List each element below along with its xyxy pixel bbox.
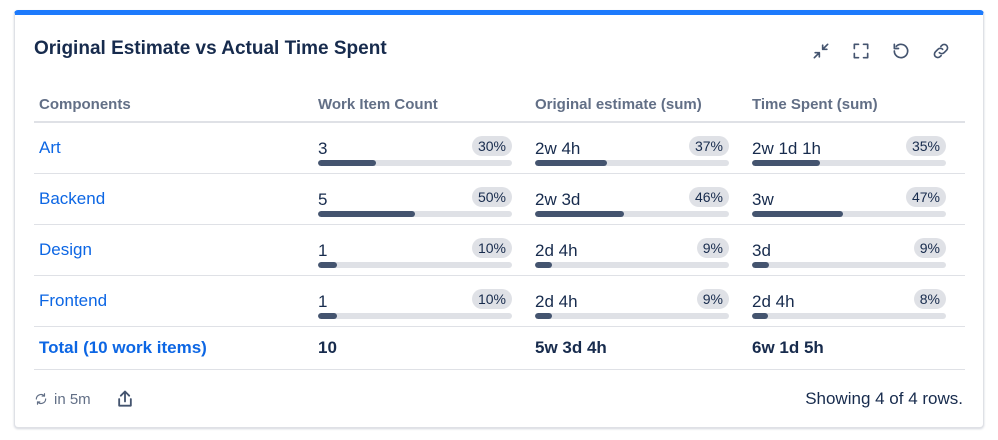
metric-cell: 2d 4h 8% xyxy=(752,281,946,321)
component-link-frontend[interactable]: Frontend xyxy=(39,291,108,310)
column-header-components: Components xyxy=(34,87,313,123)
column-header-original-estimate: Original estimate (sum) xyxy=(530,87,747,123)
metric-cell: 2w 1d 1h 35% xyxy=(752,128,946,168)
progress-fill xyxy=(318,262,338,268)
rows-count-text: Showing 4 of 4 rows. xyxy=(805,389,963,408)
total-link[interactable]: Total (10 work items) xyxy=(39,338,207,357)
metric-value: 2d 4h xyxy=(535,292,578,311)
progress-fill xyxy=(535,211,625,217)
metric-value: 2w 4h xyxy=(535,139,581,158)
metric-cell: 3 30% xyxy=(318,128,512,168)
percent-badge: 9% xyxy=(696,238,729,258)
progress-fill xyxy=(535,160,607,166)
time-tracking-table: Components Work Item Count Original esti… xyxy=(34,87,965,370)
percent-badge: 8% xyxy=(913,289,946,309)
progress-track xyxy=(318,262,512,268)
percent-badge: 37% xyxy=(688,136,729,156)
auto-refresh-icon xyxy=(35,393,47,405)
metric-value: 2w 3d xyxy=(535,190,581,209)
metric-cell: 2d 4h 9% xyxy=(535,281,729,321)
progress-fill xyxy=(318,211,415,217)
progress-track xyxy=(535,313,729,319)
metric-cell: 3d 9% xyxy=(752,230,946,270)
metric-cell: 2w 3d 46% xyxy=(535,179,729,219)
metric-value: 2d 4h xyxy=(752,292,795,311)
column-header-time-spent: Time Spent (sum) xyxy=(747,87,965,123)
percent-badge: 10% xyxy=(471,289,512,309)
metric-value: 3w xyxy=(752,190,774,209)
metric-cell: 1 10% xyxy=(318,281,512,321)
total-work-item-count: 10 xyxy=(318,338,337,357)
progress-fill xyxy=(752,160,820,166)
table-row: Art 3 30% 2w 4h 37% 2w 1d 1h 35% xyxy=(34,122,965,174)
progress-fill xyxy=(535,262,553,268)
total-time-spent: 6w 1d 5h xyxy=(752,338,824,357)
table-row: Frontend 1 10% 2d 4h 9% 2d 4h 8% xyxy=(34,275,965,327)
metric-value: 3d xyxy=(752,241,771,260)
percent-badge: 9% xyxy=(913,238,946,258)
metric-value: 5 xyxy=(318,190,328,209)
metric-value: 2d 4h xyxy=(535,241,578,260)
progress-fill xyxy=(318,313,338,319)
progress-track xyxy=(535,160,729,166)
percent-badge: 9% xyxy=(696,289,729,309)
progress-fill xyxy=(318,160,377,166)
progress-track xyxy=(752,211,946,217)
progress-track xyxy=(535,262,729,268)
metric-cell: 1 10% xyxy=(318,230,512,270)
progress-track xyxy=(752,262,946,268)
progress-fill xyxy=(752,262,770,268)
percent-badge: 30% xyxy=(471,136,512,156)
gadget-title: Original Estimate vs Actual Time Spent xyxy=(34,38,387,59)
progress-track xyxy=(535,211,729,217)
metric-value: 1 xyxy=(318,241,328,260)
gadget-actions xyxy=(807,37,955,65)
share-icon[interactable] xyxy=(113,387,137,411)
fullscreen-icon[interactable] xyxy=(847,37,875,65)
table-row: Design 1 10% 2d 4h 9% 3d 9% xyxy=(34,224,965,276)
percent-badge: 47% xyxy=(905,187,946,207)
metric-value: 3 xyxy=(318,139,328,158)
column-header-work-item-count: Work Item Count xyxy=(313,87,530,123)
metric-cell: 3w 47% xyxy=(752,179,946,219)
component-link-design[interactable]: Design xyxy=(39,240,92,259)
progress-track xyxy=(318,160,512,166)
progress-track xyxy=(752,160,946,166)
progress-track xyxy=(318,313,512,319)
total-original-estimate: 5w 3d 4h xyxy=(535,338,607,357)
percent-badge: 10% xyxy=(471,238,512,258)
dashboard-gadget-card: Original Estimate vs Actual Time Spent C… xyxy=(14,10,984,428)
percent-badge: 46% xyxy=(688,187,729,207)
footer-refresh: in 5m xyxy=(34,387,137,411)
metric-cell: 2d 4h 9% xyxy=(535,230,729,270)
refresh-icon[interactable] xyxy=(887,37,915,65)
progress-fill xyxy=(535,313,553,319)
percent-badge: 50% xyxy=(471,187,512,207)
total-row: Total (10 work items) 10 5w 3d 4h 6w 1d … xyxy=(34,326,965,370)
link-icon[interactable] xyxy=(927,37,955,65)
metric-cell: 2w 4h 37% xyxy=(535,128,729,168)
metric-cell: 5 50% xyxy=(318,179,512,219)
progress-fill xyxy=(752,313,768,319)
percent-badge: 35% xyxy=(905,136,946,156)
collapse-icon[interactable] xyxy=(807,37,835,65)
table-header-row: Components Work Item Count Original esti… xyxy=(34,87,965,123)
progress-track xyxy=(318,211,512,217)
refresh-interval-text: in 5m xyxy=(54,390,91,408)
component-link-backend[interactable]: Backend xyxy=(39,189,106,208)
progress-track xyxy=(752,313,946,319)
metric-value: 2w 1d 1h xyxy=(752,139,821,158)
progress-fill xyxy=(752,211,844,217)
metric-value: 1 xyxy=(318,292,328,311)
component-link-art[interactable]: Art xyxy=(39,138,61,157)
table-row: Backend 5 50% 2w 3d 46% 3w 47% xyxy=(34,173,965,225)
